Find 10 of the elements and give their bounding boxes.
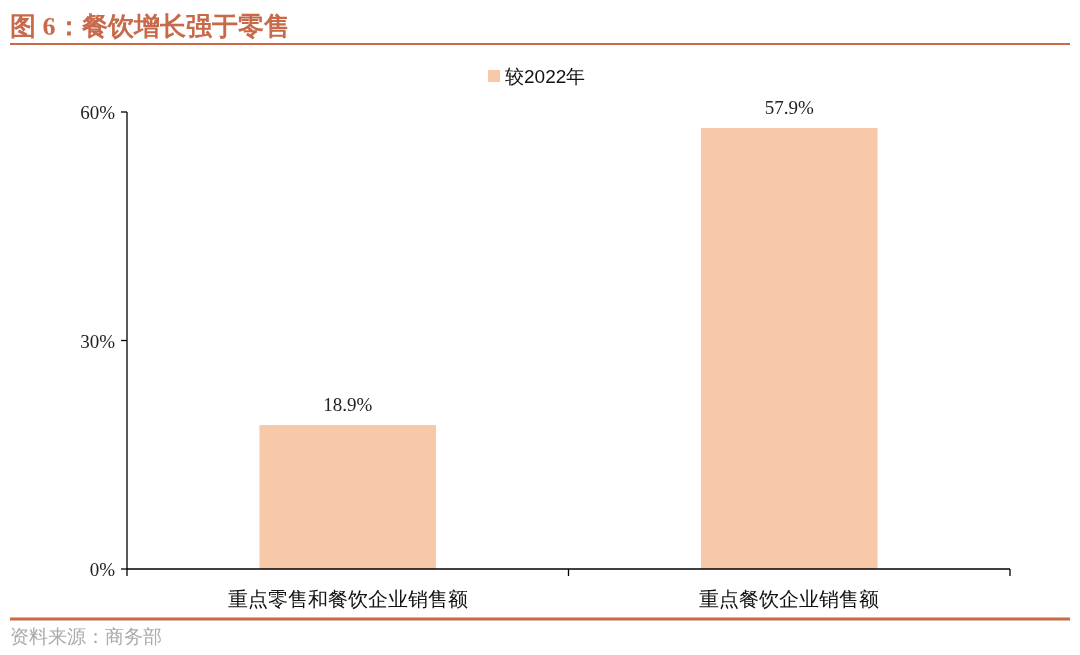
data-label: 18.9% [323, 394, 373, 416]
y-tick-label: 60% [80, 102, 116, 123]
x-tick-label: 重点零售和餐饮企业销售额 [227, 588, 468, 610]
chart-title: 图 6：餐饮增长强于零售 [10, 12, 290, 41]
x-tick-label: 重点餐饮企业销售额 [699, 588, 880, 610]
legend-label: 较2022年 [505, 66, 586, 87]
y-tick-label: 30% [80, 330, 116, 352]
text: 资料来源：商务部 [10, 626, 162, 647]
data-label: 57.9% [764, 97, 814, 118]
y-tick-label: 0% [89, 559, 116, 580]
